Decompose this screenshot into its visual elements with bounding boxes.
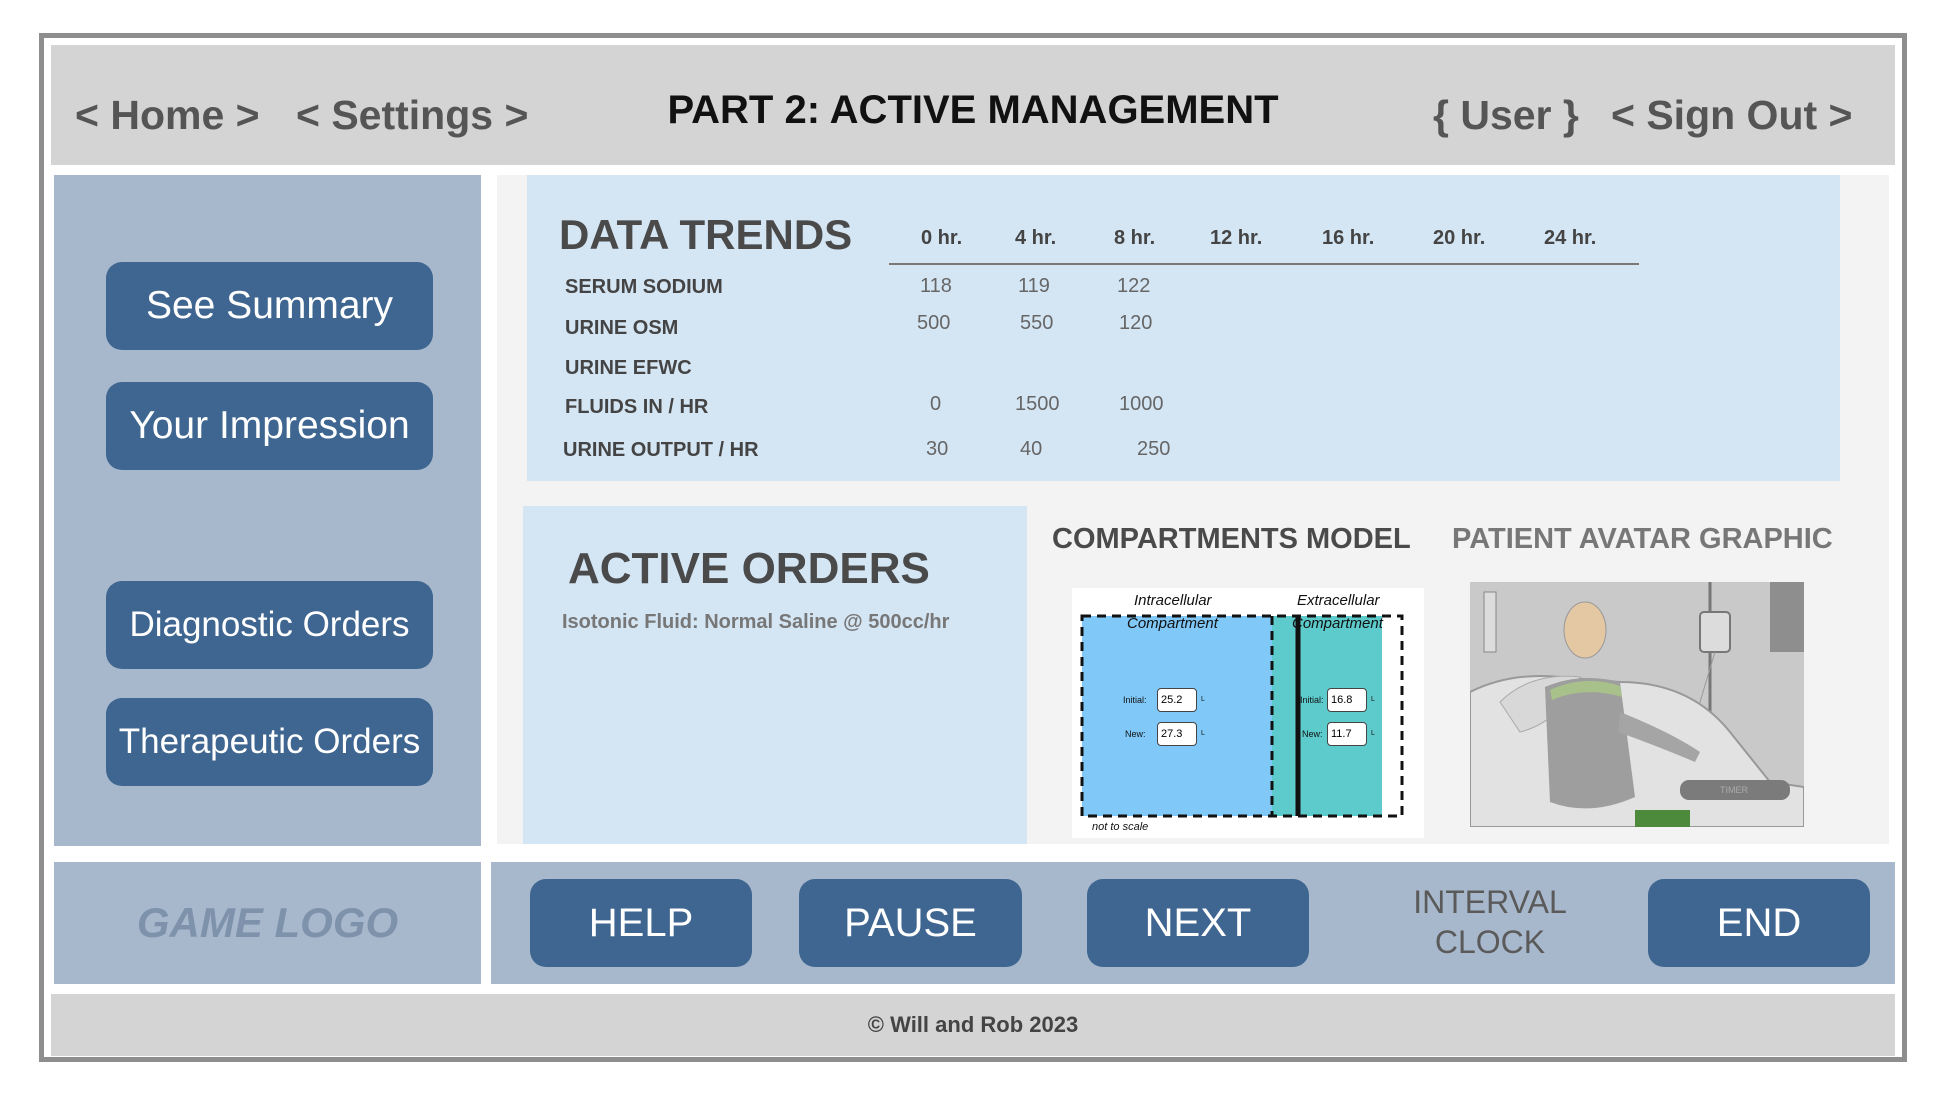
home-link[interactable]: < Home > bbox=[75, 92, 260, 138]
table-cell: 30 bbox=[926, 438, 949, 460]
interval-clock: INTERVAL CLOCK bbox=[1410, 882, 1570, 962]
sidebar: See Summary Your Impression Diagnostic O… bbox=[54, 175, 481, 846]
blanket bbox=[1545, 678, 1635, 809]
row-label: URINE OUTPUT / HR bbox=[563, 439, 759, 461]
compartments-model: Intracellular Compartment Extracellular … bbox=[1072, 588, 1424, 838]
table-cell: 122 bbox=[1117, 275, 1151, 297]
table-cell: 120 bbox=[1119, 312, 1153, 334]
table-cell: 500 bbox=[917, 312, 951, 334]
initial-label: Initial: bbox=[1123, 695, 1147, 705]
column-header: 4 hr. bbox=[1015, 227, 1057, 249]
footer: © Will and Rob 2023 bbox=[51, 994, 1895, 1056]
game-logo: GAME LOGO bbox=[54, 862, 481, 984]
patient-avatar-graphic bbox=[1470, 582, 1804, 827]
compartments-diagram bbox=[1080, 614, 1404, 818]
scale-note: not to scale bbox=[1092, 821, 1149, 833]
new-label: New: bbox=[1125, 729, 1146, 739]
patient-arm bbox=[1618, 712, 1700, 762]
data-trends-heading: DATA TRENDS bbox=[559, 211, 853, 258]
diagnostic-orders-button[interactable]: Diagnostic Orders bbox=[106, 581, 433, 669]
green-book bbox=[1635, 810, 1690, 827]
end-button[interactable]: END bbox=[1648, 879, 1870, 967]
column-header: 12 hr. bbox=[1210, 227, 1263, 249]
control-bar: HELP PAUSE NEXT INTERVAL CLOCK END bbox=[491, 862, 1895, 984]
table-cell: 118 bbox=[920, 275, 952, 297]
extra-initial-value: 16.8 bbox=[1327, 688, 1367, 712]
table-cell: 550 bbox=[1020, 312, 1054, 334]
user-link[interactable]: { User } bbox=[1433, 92, 1579, 138]
page-title: PART 2: ACTIVE MANAGEMENT bbox=[667, 88, 1279, 132]
content-area: DATA TRENDS 0 hr. 4 hr. 8 hr. 12 hr. 16 … bbox=[497, 175, 1889, 844]
interval-clock-label: INTERVAL bbox=[1413, 884, 1567, 920]
table-divider bbox=[889, 263, 1639, 265]
wall-gauge bbox=[1483, 591, 1497, 653]
row-label: SERUM SODIUM bbox=[565, 276, 723, 298]
interval-clock-label: CLOCK bbox=[1434, 924, 1546, 960]
intracellular-fill bbox=[1082, 616, 1272, 816]
extracellular-label: Compartment bbox=[1292, 615, 1383, 632]
initial-label: Initial: bbox=[1300, 695, 1324, 705]
unit-label: L bbox=[1201, 696, 1205, 703]
active-orders-heading: ACTIVE ORDERS bbox=[568, 544, 930, 593]
compartments-heading: COMPARTMENTS MODEL bbox=[1052, 523, 1411, 555]
row-label: FLUIDS IN / HR bbox=[565, 396, 709, 418]
sign-out-link[interactable]: < Sign Out > bbox=[1611, 92, 1853, 138]
unit-label: L bbox=[1201, 730, 1205, 737]
outer-boundary bbox=[1080, 614, 1404, 818]
table-cell: 40 bbox=[1020, 438, 1043, 460]
header-bar: PART 2: ACTIVE MANAGEMENT < Home > < Set… bbox=[51, 45, 1895, 165]
column-header: 20 hr. bbox=[1433, 227, 1486, 249]
table-cell: 0 bbox=[930, 393, 942, 415]
active-order-item: Isotonic Fluid: Normal Saline @ 500cc/hr bbox=[562, 611, 950, 633]
extracellular-label: Extracellular bbox=[1297, 592, 1380, 609]
column-header: 24 hr. bbox=[1544, 227, 1597, 249]
next-button[interactable]: NEXT bbox=[1087, 879, 1309, 967]
see-summary-button[interactable]: See Summary bbox=[106, 262, 433, 350]
intra-initial-value: 25.2 bbox=[1157, 688, 1197, 712]
intracellular-label: Intracellular bbox=[1134, 592, 1212, 609]
column-header: 8 hr. bbox=[1114, 227, 1156, 249]
unit-label: L bbox=[1371, 730, 1375, 737]
app-frame: PART 2: ACTIVE MANAGEMENT < Home > < Set… bbox=[39, 33, 1907, 1062]
extracellular-fill bbox=[1272, 616, 1382, 816]
timer-device bbox=[1680, 780, 1790, 800]
settings-link[interactable]: < Settings > bbox=[296, 92, 529, 138]
monitor bbox=[1770, 582, 1804, 652]
new-label: New: bbox=[1302, 729, 1323, 739]
pause-button[interactable]: PAUSE bbox=[799, 879, 1022, 967]
table-cell: 1500 bbox=[1015, 393, 1060, 415]
active-orders-panel: ACTIVE ORDERS Isotonic Fluid: Normal Sal… bbox=[523, 506, 1027, 844]
therapeutic-orders-button[interactable]: Therapeutic Orders bbox=[106, 698, 433, 786]
extra-new-value: 11.7 bbox=[1327, 722, 1367, 746]
row-label: URINE EFWC bbox=[565, 357, 692, 379]
data-trends-panel: DATA TRENDS 0 hr. 4 hr. 8 hr. 12 hr. 16 … bbox=[527, 175, 1840, 481]
patient-avatar: TIMER bbox=[1470, 582, 1804, 827]
row-label: URINE OSM bbox=[565, 317, 679, 339]
gown bbox=[1550, 680, 1622, 700]
unit-label: L bbox=[1371, 696, 1375, 703]
column-header: 16 hr. bbox=[1322, 227, 1375, 249]
table-cell: 1000 bbox=[1119, 393, 1164, 415]
intracellular-label: Compartment bbox=[1127, 615, 1218, 632]
help-button[interactable]: HELP bbox=[530, 879, 752, 967]
column-header: 0 hr. bbox=[921, 227, 963, 249]
patient-head bbox=[1563, 601, 1607, 659]
table-cell: 119 bbox=[1018, 275, 1050, 297]
intra-new-value: 27.3 bbox=[1157, 722, 1197, 746]
your-impression-button[interactable]: Your Impression bbox=[106, 382, 433, 470]
avatar-heading: PATIENT AVATAR GRAPHIC bbox=[1452, 523, 1833, 555]
iv-bag bbox=[1699, 611, 1731, 653]
timer-label: TIMER bbox=[1720, 785, 1748, 795]
table-cell: 250 bbox=[1137, 438, 1171, 460]
